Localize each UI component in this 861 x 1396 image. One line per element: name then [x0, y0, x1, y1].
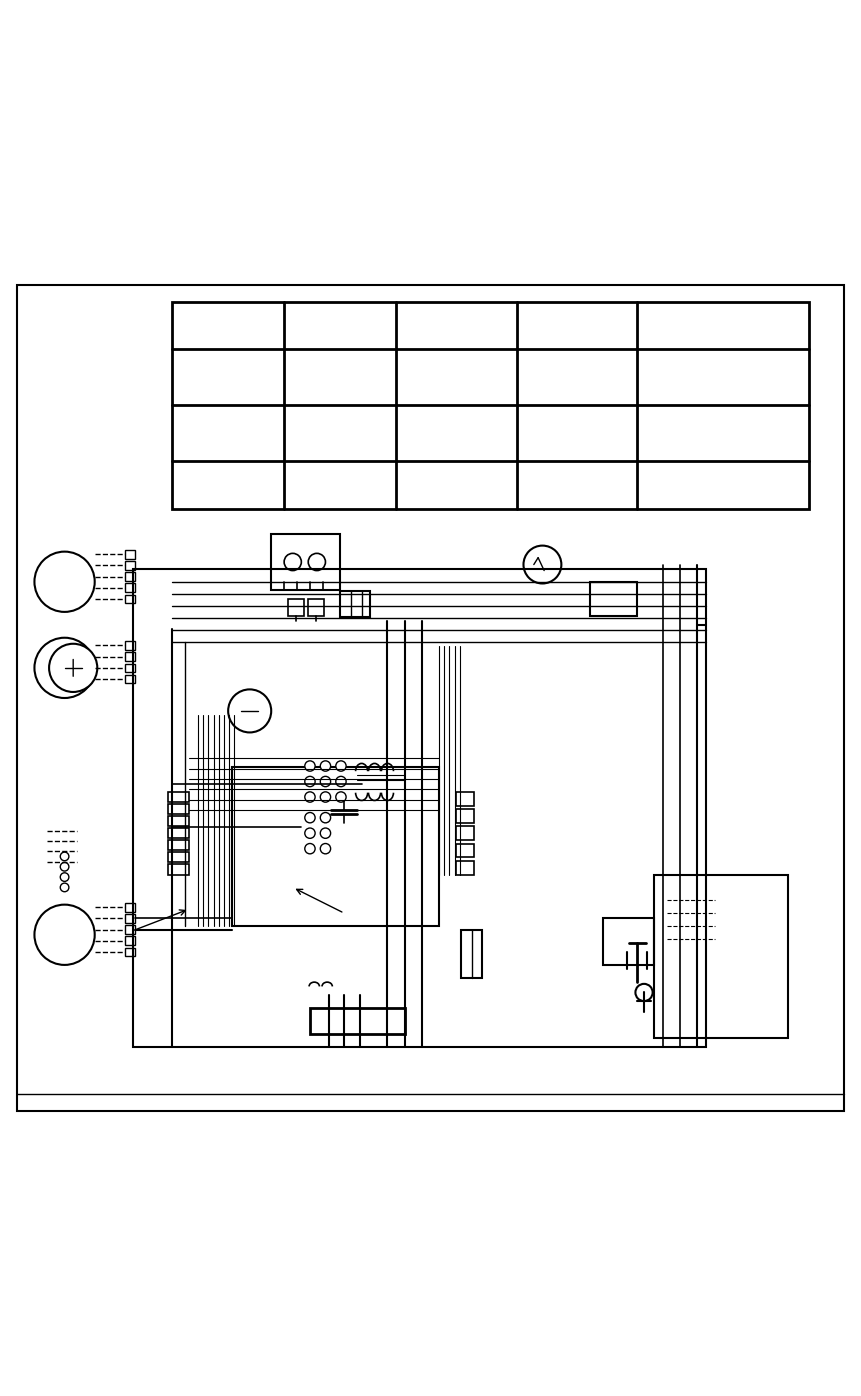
- Circle shape: [305, 776, 315, 787]
- Circle shape: [308, 553, 325, 571]
- Bar: [654, 874, 788, 1039]
- Bar: [125, 674, 135, 684]
- Bar: [168, 792, 189, 803]
- Circle shape: [336, 776, 346, 787]
- Bar: [456, 843, 474, 857]
- Bar: [456, 810, 474, 822]
- Bar: [125, 652, 135, 660]
- Bar: [456, 826, 474, 840]
- Circle shape: [228, 690, 271, 733]
- Bar: [125, 926, 135, 934]
- Bar: [125, 550, 135, 558]
- Bar: [125, 641, 135, 649]
- Circle shape: [34, 905, 95, 965]
- Bar: [310, 1008, 405, 1034]
- Circle shape: [635, 984, 653, 1001]
- Circle shape: [60, 852, 69, 861]
- Bar: [125, 584, 135, 592]
- Circle shape: [305, 761, 315, 771]
- Bar: [125, 572, 135, 581]
- Circle shape: [305, 843, 315, 854]
- Bar: [308, 599, 324, 616]
- Bar: [271, 535, 340, 591]
- Bar: [168, 828, 189, 839]
- Bar: [456, 861, 474, 874]
- Bar: [168, 852, 189, 863]
- Bar: [456, 792, 474, 805]
- Bar: [125, 561, 135, 570]
- Circle shape: [320, 843, 331, 854]
- Bar: [125, 937, 135, 945]
- Bar: [168, 864, 189, 874]
- Circle shape: [305, 792, 315, 803]
- Circle shape: [60, 884, 69, 892]
- Bar: [340, 592, 370, 617]
- Bar: [590, 582, 637, 616]
- Circle shape: [320, 776, 331, 787]
- Bar: [288, 599, 304, 616]
- Circle shape: [320, 812, 331, 822]
- Bar: [125, 914, 135, 923]
- Bar: [172, 302, 809, 508]
- Bar: [603, 917, 654, 965]
- Bar: [125, 903, 135, 912]
- Circle shape: [320, 828, 331, 839]
- Circle shape: [336, 792, 346, 803]
- Circle shape: [284, 553, 301, 571]
- Circle shape: [60, 872, 69, 881]
- Bar: [168, 815, 189, 826]
- Circle shape: [60, 863, 69, 871]
- Circle shape: [34, 638, 95, 698]
- Circle shape: [523, 546, 561, 584]
- Circle shape: [305, 812, 315, 822]
- Circle shape: [320, 761, 331, 771]
- Bar: [125, 595, 135, 603]
- Circle shape: [336, 761, 346, 771]
- Circle shape: [34, 551, 95, 611]
- Circle shape: [305, 828, 315, 839]
- Bar: [125, 663, 135, 671]
- Bar: [168, 804, 189, 814]
- Bar: [232, 766, 439, 926]
- Bar: [461, 931, 482, 977]
- Bar: [133, 568, 706, 1047]
- Circle shape: [320, 792, 331, 803]
- Bar: [125, 948, 135, 956]
- Bar: [168, 840, 189, 850]
- Circle shape: [49, 644, 97, 692]
